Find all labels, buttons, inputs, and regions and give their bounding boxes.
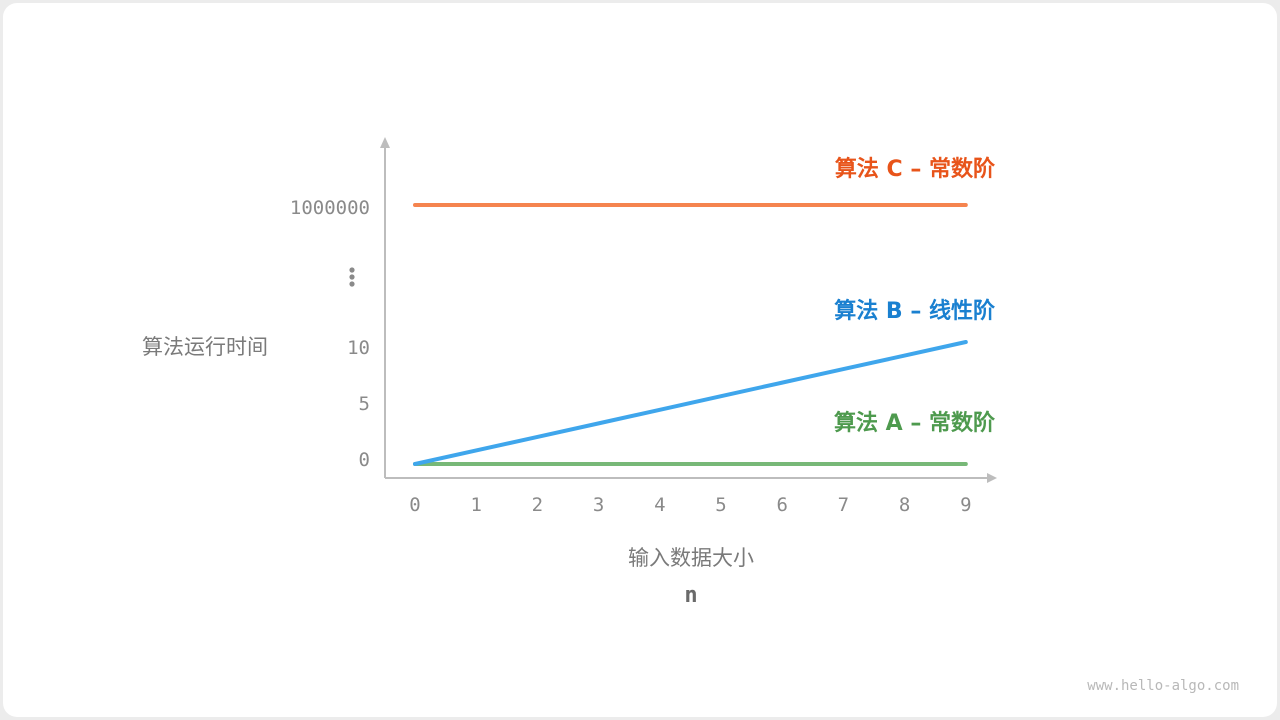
- x-tick-label: 6: [776, 494, 787, 516]
- series-line-b: [413, 340, 968, 466]
- y-tick-label: 10: [347, 337, 370, 359]
- x-axis-arrow: [987, 473, 997, 483]
- watermark: www.hello-algo.com: [1087, 678, 1239, 694]
- x-tick-label: 1: [470, 494, 481, 516]
- x-tick-label: 0: [409, 494, 420, 516]
- x-tick-label: 8: [899, 494, 910, 516]
- series-label-b: 算法 B – 线性阶: [834, 298, 996, 324]
- x-axis-variable: n: [684, 583, 697, 608]
- series-label-a: 算法 A – 常数阶: [834, 410, 996, 436]
- y-axis-break-icon: [349, 267, 355, 287]
- x-tick-label: 3: [593, 494, 604, 516]
- x-tick-label: 2: [532, 494, 543, 516]
- y-tick-label: 5: [359, 393, 370, 415]
- series-label-c: 算法 C – 常数阶: [835, 156, 996, 182]
- chart-card: [3, 3, 1277, 717]
- x-tick-label: 7: [838, 494, 849, 516]
- axes: [380, 137, 997, 483]
- y-tick-label: 1000000: [290, 197, 370, 219]
- y-axis-label: 算法运行时间: [142, 335, 268, 359]
- y-tick-label: 0: [359, 449, 370, 471]
- x-tick-label: 9: [960, 494, 971, 516]
- y-axis-arrow: [380, 137, 390, 148]
- x-axis-label: 输入数据大小: [628, 546, 754, 570]
- x-tick-label: 4: [654, 494, 665, 516]
- x-tick-label: 5: [715, 494, 726, 516]
